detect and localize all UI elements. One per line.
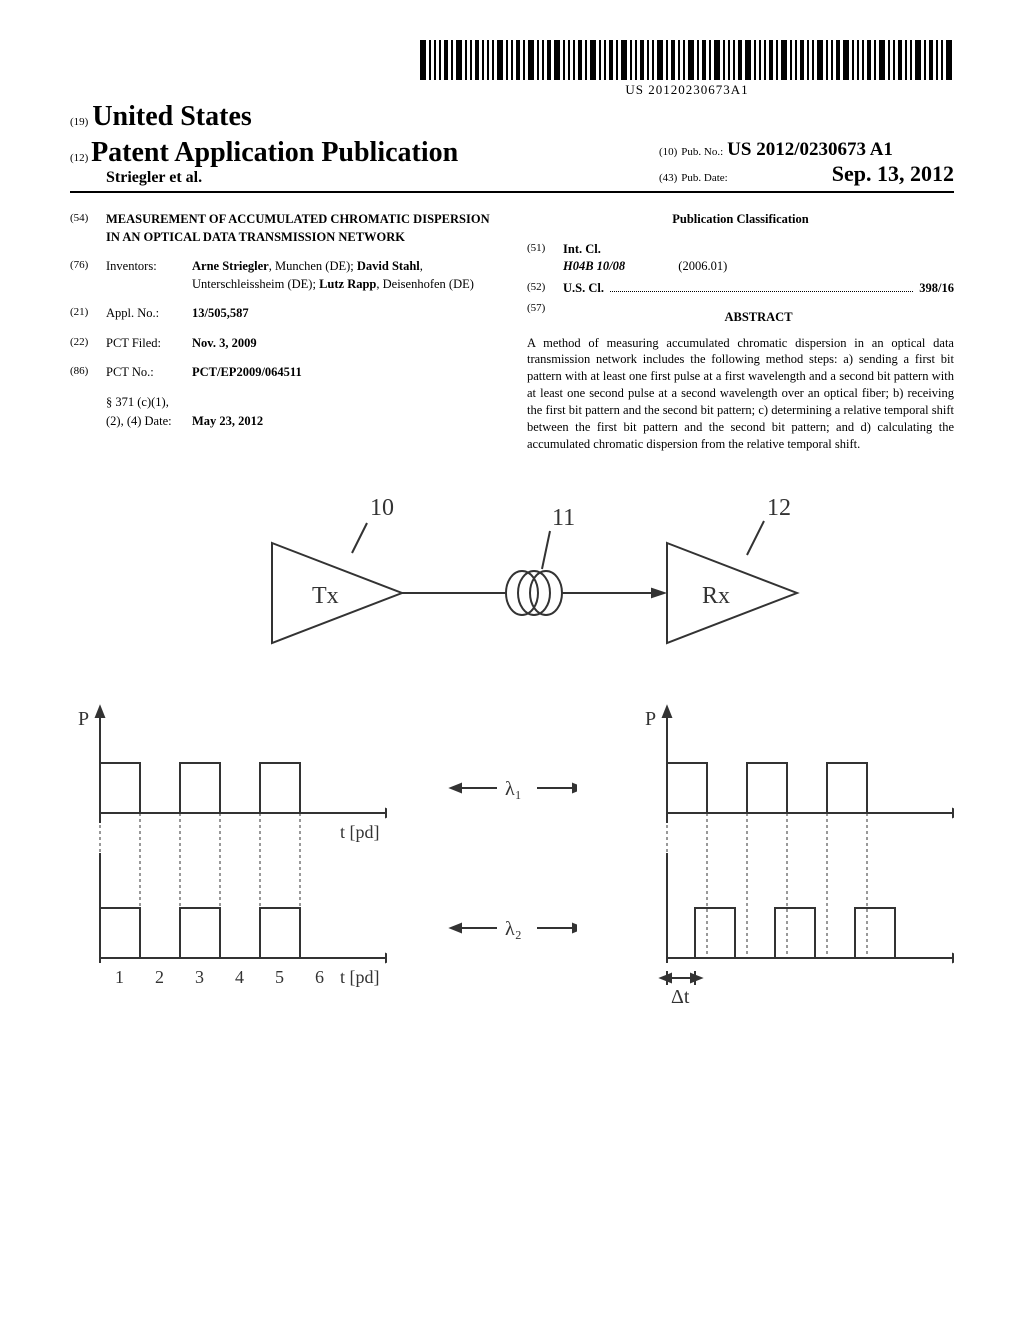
svg-text:10: 10 [370,495,394,521]
svg-text:6: 6 [315,967,324,987]
s371-date-label: (2), (4) Date: [106,413,192,431]
svg-text:t [pd]: t [pd] [340,967,380,987]
inventors-code: (76) [70,258,106,293]
inventor1-name: Arne Striegler [192,259,269,273]
svg-text:P: P [645,708,656,730]
title-code: (54) [70,211,106,246]
svg-text:Rx: Rx [702,583,730,609]
svg-text:t [pd]: t [pd] [340,822,380,842]
svg-text:12: 12 [767,495,791,521]
uscl-label: U.S. Cl. [563,280,604,298]
left-column: (54) MEASUREMENT OF ACCUMULATED CHROMATI… [70,211,497,453]
svg-text:5: 5 [275,967,284,987]
svg-text:1: 1 [115,967,124,987]
pub-kind: Patent Application Publication [91,137,458,168]
pctfiled-code: (22) [70,335,106,353]
country-code: (19) [70,116,88,128]
figure-timing-diagrams: P t [pd] [70,703,954,1013]
svg-text:Δt: Δt [671,986,690,1008]
pubdate-code: (43) [659,172,677,184]
right-timing-svg: P t [637,703,954,1013]
barcode-lines [420,40,954,80]
svg-text:3: 3 [195,967,204,987]
figure-block-diagram: Tx 10 11 [70,483,954,653]
header-country-line: (19) United States [70,101,954,133]
inventors-list: Arne Striegler, Munchen (DE); David Stah… [192,258,497,293]
pubno-code: (10) [659,146,677,158]
intcl-class: H04B 10/08 [563,259,625,273]
pubdate: Sep. 13, 2012 [832,161,954,186]
pctfiled-label: PCT Filed: [106,335,192,353]
s371-date: May 23, 2012 [192,414,263,428]
applno-label: Appl. No.: [106,305,192,323]
inventor3-name: Lutz Rapp [319,277,376,291]
svg-text:2: 2 [155,967,164,987]
pctno: PCT/EP2009/064511 [192,365,302,379]
inventor3-loc: , Deisenhofen (DE) [376,277,474,291]
svg-text:λ₂: λ₂ [505,918,522,940]
svg-text:Tx: Tx [312,583,339,609]
inventor2-name: David Stahl [357,259,420,273]
intcl-code: (51) [527,241,563,276]
intcl-date: (2006.01) [678,259,727,273]
svg-text:4: 4 [235,967,244,987]
figures-area: Tx 10 11 [70,483,954,1013]
pubclass-heading: Publication Classification [527,211,954,229]
pubdate-label: Pub. Date: [681,172,727,184]
pubno-label: Pub. No.: [681,146,723,158]
svg-text:P: P [78,708,89,730]
abstract-code: (57) [527,301,563,331]
inventors-label: Inventors: [106,258,192,293]
right-column: Publication Classification (51) Int. Cl.… [527,211,954,453]
intcl-label: Int. Cl. [563,242,601,256]
barcode-block: US 20120230673A1 [70,40,954,99]
pctno-code: (86) [70,364,106,382]
uscl-value: 398/16 [919,280,954,298]
pctfiled: Nov. 3, 2009 [192,336,257,350]
svg-text:λ₁: λ₁ [505,778,522,800]
abstract-text: A method of measuring accumulated chroma… [527,335,954,453]
abstract-heading: ABSTRACT [563,309,954,327]
pubno: US 2012/0230673 A1 [727,139,893,160]
authors-line: Striegler et al. [106,169,202,186]
dots-leader [610,291,913,292]
applno: 13/505,587 [192,306,249,320]
patent-title: MEASUREMENT OF ACCUMULATED CHROMATIC DIS… [106,211,497,246]
middle-arrows-svg: λ₁ λ₂ [447,703,577,993]
pctno-label: PCT No.: [106,364,192,382]
barcode-number: US 20120230673A1 [420,82,954,98]
country-name: United States [92,101,251,132]
publication-header: (12) Patent Application Publication Stri… [70,137,954,193]
left-timing-svg: P t [pd] [70,703,387,993]
s371-label: § 371 (c)(1), [106,394,192,412]
inventor1-loc: , Munchen (DE); [269,259,357,273]
uscl-code: (52) [527,280,563,298]
applno-code: (21) [70,305,106,323]
svg-text:11: 11 [552,505,575,531]
pub-kind-code: (12) [70,152,88,164]
block-diagram-svg: Tx 10 11 [212,483,812,653]
